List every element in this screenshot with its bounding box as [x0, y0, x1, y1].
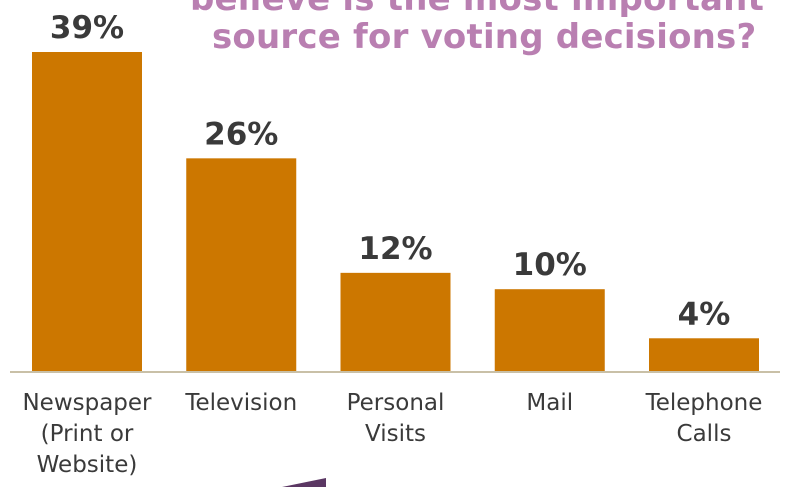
- bar-3: [494, 289, 605, 371]
- bar-2: [340, 272, 451, 371]
- category-label-2-line-0: Personal: [347, 390, 445, 416]
- decorative-arrow-icon: [282, 478, 326, 487]
- value-label-0: 39%: [50, 10, 124, 46]
- category-label-0-line-1: (Print or: [41, 421, 134, 447]
- bar-4: [649, 338, 759, 371]
- category-label-3-line-0: Mail: [526, 390, 573, 416]
- category-label-4-line-1: Calls: [677, 421, 732, 447]
- value-label-2: 12%: [358, 231, 432, 267]
- bar-0: [32, 52, 142, 371]
- value-label-3: 10%: [513, 247, 587, 283]
- value-label-4: 4%: [678, 296, 731, 332]
- chart-title-line-1: believe is the most important: [180, 0, 793, 18]
- category-label-2-line-1: Visits: [365, 421, 426, 447]
- bar-1: [186, 158, 297, 371]
- category-label-1-line-0: Television: [184, 390, 297, 416]
- chart-title: believe is the most important source for…: [180, 0, 793, 56]
- category-label-0-line-2: Website): [37, 452, 138, 478]
- category-label-0-line-0: Newspaper: [22, 390, 152, 416]
- chart-title-line-2: source for voting decisions?: [212, 17, 757, 57]
- category-label-4-line-0: Telephone: [645, 390, 763, 416]
- value-label-1: 26%: [204, 116, 278, 152]
